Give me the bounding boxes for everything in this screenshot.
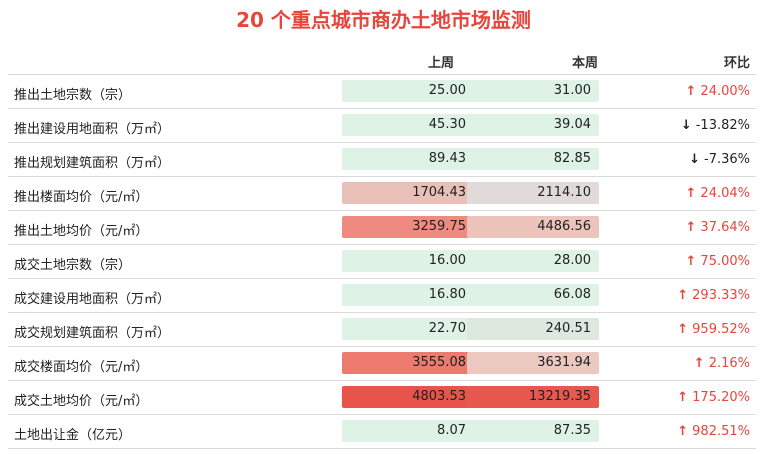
table-row: 推出楼面均价（元/㎡） 1704.43 2114.10 ↑ 24.04% <box>8 177 756 211</box>
ratio-value: ↓ -13.82% <box>681 118 750 133</box>
this-week-value: 82.85 <box>467 148 599 170</box>
ratio-value: ↑ 293.33% <box>677 288 750 303</box>
ratio-text: 75.00% <box>700 254 750 269</box>
ratio-text: 24.00% <box>700 84 750 99</box>
row-label: 推出楼面均价（元/㎡） <box>14 190 149 205</box>
row-label: 成交建设用地面积（万㎡） <box>14 292 171 307</box>
row-label: 成交土地宗数（宗） <box>14 258 132 273</box>
page-title: 20 个重点城市商办土地市场监测 <box>236 8 531 32</box>
ratio-text: 2.16% <box>708 356 750 371</box>
ratio-value: ↑ 37.64% <box>686 220 750 235</box>
prev-week-value: 1704.43 <box>342 182 474 204</box>
table-row: 成交建设用地面积（万㎡） 16.80 66.08 ↑ 293.33% <box>8 279 756 313</box>
ratio-value: ↓ -7.36% <box>689 152 750 167</box>
table-row: 推出土地宗数（宗） 25.00 31.00 ↑ 24.00% <box>8 75 756 109</box>
table-header: 上周 本周 环比 <box>8 46 756 75</box>
row-label: 推出土地宗数（宗） <box>14 88 132 103</box>
row-label: 土地出让金（亿元） <box>14 428 132 443</box>
prev-week-value: 45.30 <box>342 114 474 136</box>
arrow-up-icon: ↑ <box>677 424 689 439</box>
prev-week-value: 3555.08 <box>342 352 474 374</box>
this-week-value: 87.35 <box>467 420 599 442</box>
ratio-value: ↑ 982.51% <box>677 424 750 439</box>
header-prev-week: 上周 <box>428 56 455 71</box>
header-ratio: 环比 <box>723 56 750 71</box>
this-week-value: 66.08 <box>467 284 599 306</box>
ratio-text: 24.04% <box>700 186 750 201</box>
prev-week-value: 16.00 <box>342 250 474 272</box>
ratio-value: ↑ 75.00% <box>686 254 750 269</box>
row-label: 推出规划建筑面积（万㎡） <box>14 156 171 171</box>
ratio-value: ↑ 2.16% <box>694 356 750 371</box>
this-week-value: 4486.56 <box>467 216 599 238</box>
arrow-up-icon: ↑ <box>693 356 705 371</box>
table-row: 土地出让金（亿元） 8.07 87.35 ↑ 982.51% <box>8 415 756 449</box>
row-label: 推出建设用地面积（万㎡） <box>14 122 171 137</box>
ratio-text: 175.20% <box>692 390 750 405</box>
table-row: 成交土地均价（元/㎡） 4803.53 13219.35 ↑ 175.20% <box>8 381 756 415</box>
arrow-up-icon: ↑ <box>677 288 689 303</box>
this-week-value: 31.00 <box>467 80 599 102</box>
arrow-up-icon: ↑ <box>685 254 697 269</box>
ratio-text: 982.51% <box>692 424 750 439</box>
table-row: 成交楼面均价（元/㎡） 3555.08 3631.94 ↑ 2.16% <box>8 347 756 381</box>
ratio-value: ↑ 175.20% <box>677 390 750 405</box>
this-week-value: 28.00 <box>467 250 599 272</box>
table-row: 成交土地宗数（宗） 16.00 28.00 ↑ 75.00% <box>8 245 756 279</box>
this-week-value: 3631.94 <box>467 352 599 374</box>
row-label: 成交土地均价（元/㎡） <box>14 394 149 409</box>
table-row: 推出建设用地面积（万㎡） 45.30 39.04 ↓ -13.82% <box>8 109 756 143</box>
this-week-value: 13219.35 <box>467 386 599 408</box>
prev-week-value: 4803.53 <box>342 386 474 408</box>
this-week-value: 240.51 <box>467 318 599 340</box>
this-week-value: 2114.10 <box>467 182 599 204</box>
row-label: 成交楼面均价（元/㎡） <box>14 360 149 375</box>
ratio-value: ↑ 24.04% <box>686 186 750 201</box>
arrow-down-icon: ↓ <box>680 118 692 133</box>
prev-week-value: 89.43 <box>342 148 474 170</box>
ratio-text: -7.36% <box>704 152 750 167</box>
row-label: 成交规划建筑面积（万㎡） <box>14 326 171 341</box>
arrow-up-icon: ↑ <box>685 84 697 99</box>
prev-week-value: 22.70 <box>342 318 474 340</box>
prev-week-value: 8.07 <box>342 420 474 442</box>
ratio-text: 293.33% <box>692 288 750 303</box>
prev-week-value: 16.80 <box>342 284 474 306</box>
arrow-up-icon: ↑ <box>677 390 689 405</box>
ratio-value: ↑ 959.52% <box>677 322 750 337</box>
table-body: 推出土地宗数（宗） 25.00 31.00 ↑ 24.00% 推出建设用地面积（万㎡） 45… <box>8 75 756 449</box>
arrow-up-icon: ↑ <box>685 186 697 201</box>
arrow-up-icon: ↑ <box>685 220 697 235</box>
table-row: 推出规划建筑面积（万㎡） 89.43 82.85 ↓ -7.36% <box>8 143 756 177</box>
row-label: 推出土地均价（元/㎡） <box>14 224 149 239</box>
this-week-value: 39.04 <box>467 114 599 136</box>
arrow-up-icon: ↑ <box>677 322 689 337</box>
ratio-value: ↑ 24.00% <box>686 84 750 99</box>
table-row: 推出土地均价（元/㎡） 3259.75 4486.56 ↑ 37.64% <box>8 211 756 245</box>
prev-week-value: 25.00 <box>342 80 474 102</box>
header-this-week: 本周 <box>572 56 599 71</box>
ratio-text: 37.64% <box>700 220 750 235</box>
arrow-down-icon: ↓ <box>689 152 700 167</box>
table-row: 成交规划建筑面积（万㎡） 22.70 240.51 ↑ 959.52% <box>8 313 756 347</box>
ratio-text: -13.82% <box>695 118 750 133</box>
ratio-text: 959.52% <box>692 322 750 337</box>
data-table: 上周 本周 环比 推出土地宗数（宗） 25.00 31.00 ↑ 24.00% 推出建设用… <box>8 46 756 449</box>
prev-week-value: 3259.75 <box>342 216 474 238</box>
